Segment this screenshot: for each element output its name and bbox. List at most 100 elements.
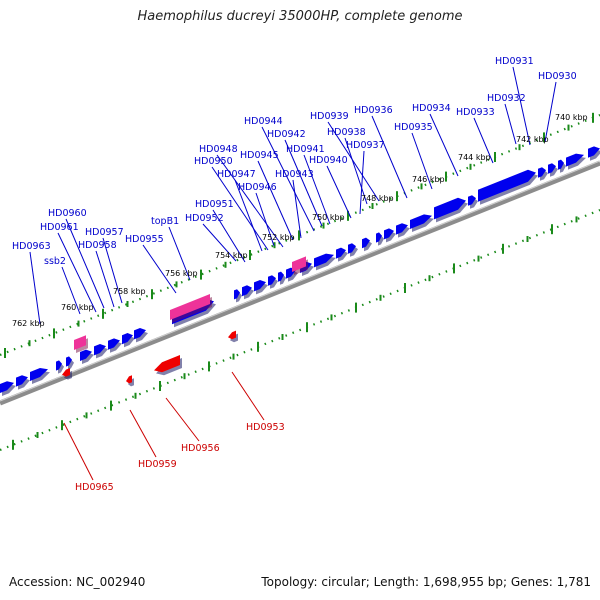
genome-backbone [0,160,600,406]
leader-line [255,192,275,247]
forward-gene-label: HD0948 [199,144,238,155]
leader-line [212,209,246,263]
tick-label: 748 kbp [361,194,394,203]
leader-line [371,115,408,199]
forward-gene-label: HD0961 [40,222,79,233]
forward-gene-label: HD0950 [194,156,233,167]
leader-line [303,154,331,225]
forward-gene-label: HD0957 [85,227,124,238]
forward-gene [134,328,146,340]
gene-track [0,146,600,396]
forward-gene [0,381,14,393]
forward-gene [396,223,408,235]
forward-gene [234,289,240,300]
tick-label: 744 kbp [458,153,491,162]
forward-gene-label: HD0942 [267,129,306,140]
forward-gene-label: HD0960 [48,208,87,219]
forward-gene [434,197,466,220]
forward-gene [268,275,276,286]
forward-gene-label: topB1 [151,216,179,227]
leader-line [95,250,115,308]
forward-gene [588,146,600,158]
leader-line [29,251,41,325]
leader-line [168,226,191,281]
reverse-gene [154,355,180,373]
forward-gene-label: HD0933 [456,107,495,118]
forward-gene-label: HD0930 [538,71,577,82]
forward-gene [122,333,133,345]
forward-gene [384,228,394,240]
forward-gene [468,195,476,206]
tick-label: 740 kbp [555,113,588,122]
forward-gene [538,167,546,178]
forward-gene-label: ssb2 [44,256,66,267]
inner-ruler-line [0,208,600,452]
leader-line [165,397,200,442]
leader-line [429,113,459,177]
forward-gene [362,237,370,249]
gene-labels: 740 kbp 742 kbp 744 kbp 746 kbp 748 kbp 750 k… [12,56,588,493]
forward-gene-label: HD0932 [487,93,526,104]
leader-line [61,266,81,315]
leader-line [234,179,263,252]
forward-gene-label: HD0943 [275,169,314,180]
tick-label: 752 kbp [262,233,295,242]
rna-gene [74,335,86,350]
leader-line [142,244,177,294]
leader-line [65,218,105,309]
outer-ruler [0,112,600,358]
leader-line [512,66,531,146]
leader-line [326,165,352,219]
tick-label: 756 kbp [165,269,198,278]
leader-line [257,160,294,241]
rna-gene [292,256,306,272]
tick-label: 754 kbp [215,251,248,260]
reverse-gene-label: HD0953 [246,422,285,433]
forward-gene [348,243,356,254]
forward-gene [56,360,62,371]
leader-line [504,103,517,145]
forward-gene-label: HD0937 [346,140,385,151]
tick-label: 742 kbp [516,135,549,144]
tick-label: 762 kbp [12,319,45,328]
forward-gene-label: HD0951 [195,199,234,210]
leader-line [473,117,494,164]
tick-label: 750 kbp [312,213,345,222]
leader-line [63,422,94,481]
forward-gene-label: HD0936 [354,105,393,116]
tick-label: 746 kbp [412,175,445,184]
map-title: Haemophilus ducreyi 35000HP, complete ge… [137,9,463,24]
leader-line [129,409,157,458]
forward-gene-label: HD0944 [244,116,283,127]
topology-stats: Topology: circular; Length: 1,698,955 bp… [261,575,591,589]
forward-gene-label: HD0955 [125,234,164,245]
reverse-gene [126,375,132,384]
leader-line [211,166,269,251]
forward-gene-label: HD0946 [238,182,277,193]
forward-gene [242,285,252,297]
reverse-gene-label: HD0959 [138,459,177,470]
leader-line [544,81,557,143]
leader-line [57,232,97,313]
leader-line [292,179,302,239]
forward-gene [16,375,28,387]
forward-gene-label: HD0940 [309,155,348,166]
leader-line [261,126,315,232]
forward-gene-label: HD0952 [185,213,224,224]
reverse-gene-label: HD0965 [75,482,114,493]
forward-gene-label: HD0963 [12,241,51,252]
forward-gene [566,153,584,167]
forward-gene [548,163,556,174]
forward-gene [376,232,382,243]
forward-gene-label: HD0931 [495,56,534,67]
leader-line [216,154,284,248]
forward-gene [278,271,284,282]
leader-line [359,150,365,215]
forward-gene-label: HD0958 [78,240,117,251]
leader-line [202,223,237,262]
forward-gene [254,280,266,292]
leader-line [231,371,265,421]
reverse-gene [62,368,70,377]
tick-label: 758 kbp [113,287,146,296]
